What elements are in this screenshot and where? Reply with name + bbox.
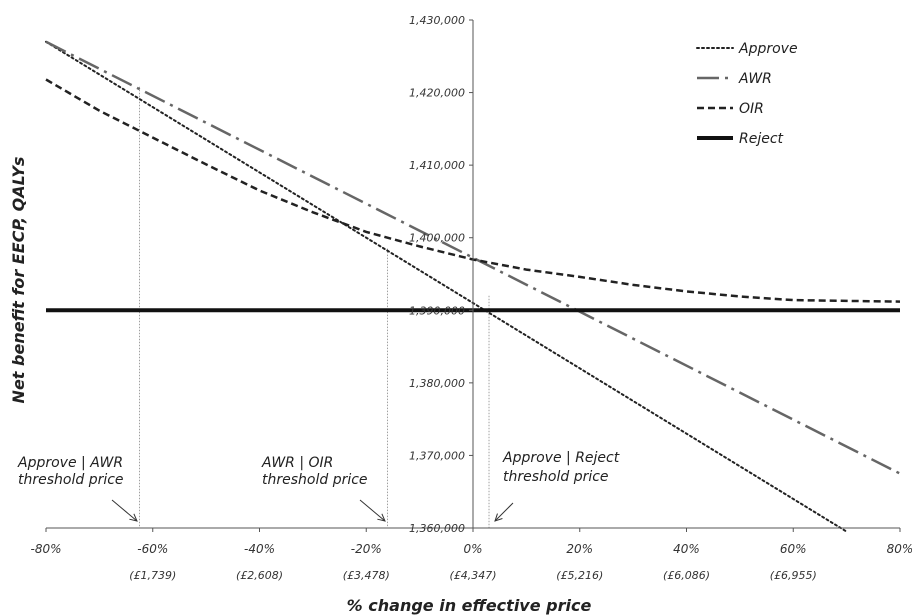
y-tick-label: 1,390,000 (409, 304, 465, 317)
y-tick-label: 1,420,000 (409, 87, 465, 100)
legend-label-reject: Reject (739, 131, 784, 147)
x-price-label: (£6,086) (663, 569, 710, 582)
x-tick-label: 80% (887, 542, 912, 556)
legend-label-approve: Approve (738, 41, 798, 57)
series-line-awr (45, 40, 901, 475)
threshold-annotation: threshold price (18, 472, 124, 488)
x-tick-label: -60% (137, 542, 168, 556)
legend-label-oir: OIR (739, 101, 764, 117)
x-tick-label: -40% (244, 542, 275, 556)
x-price-label: (£5,216) (556, 569, 603, 582)
annotation-arrow (494, 502, 514, 522)
x-tick-label: 40% (673, 542, 700, 556)
threshold-annotation: AWR | OIR (261, 455, 333, 471)
y-tick-label: 1,380,000 (409, 377, 465, 390)
annotation-arrowhead (377, 513, 386, 522)
y-tick-label: 1,370,000 (409, 449, 465, 462)
x-tick-label: 0% (463, 542, 482, 556)
threshold-annotation: threshold price (503, 469, 609, 485)
y-tick-label: 1,410,000 (409, 159, 465, 172)
threshold-annotation: Approve | AWR (17, 455, 123, 471)
annotation-arrow (359, 499, 386, 522)
y-tick-label: 1,360,000 (409, 522, 465, 535)
y-tick-label: 1,400,000 (409, 232, 465, 245)
annotation-arrow (111, 499, 138, 522)
threshold-annotation: threshold price (262, 472, 368, 488)
x-price-label: (£3,478) (343, 569, 390, 582)
x-tick-label: -80% (30, 542, 61, 556)
threshold-annotation: Approve | Reject (502, 450, 620, 466)
x-price-label: (£2,608) (236, 569, 283, 582)
y-axis-title: Net benefit for EECP, QALYs (9, 157, 28, 404)
legend-label-awr: AWR (738, 71, 772, 87)
annotation-arrowhead (129, 513, 138, 522)
x-price-label: (£6,955) (770, 569, 817, 582)
x-price-label: (£1,739) (129, 569, 176, 582)
annotation-arrowhead (494, 513, 503, 522)
x-tick-label: 60% (780, 542, 807, 556)
y-tick-label: 1,430,000 (409, 14, 465, 27)
x-tick-label: -20% (351, 542, 382, 556)
x-tick-label: 20% (566, 542, 593, 556)
x-price-label: (£4,347) (449, 569, 496, 582)
x-axis-title: % change in effective price (347, 596, 592, 615)
